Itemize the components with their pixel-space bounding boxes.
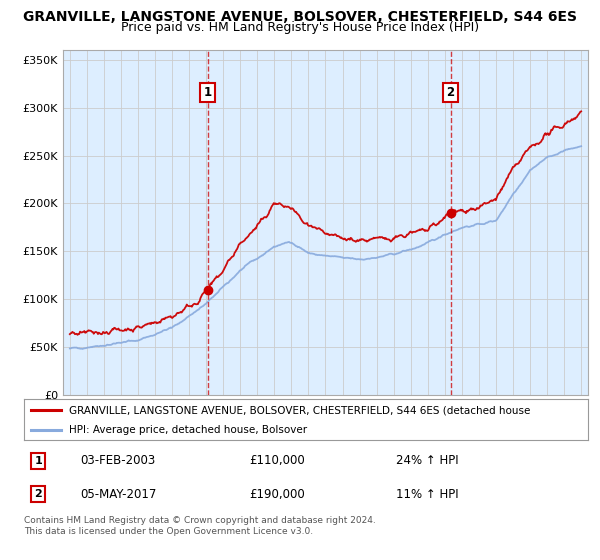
Text: Contains HM Land Registry data © Crown copyright and database right 2024.
This d: Contains HM Land Registry data © Crown c… — [24, 516, 376, 536]
Text: GRANVILLE, LANGSTONE AVENUE, BOLSOVER, CHESTERFIELD, S44 6ES (detached house: GRANVILLE, LANGSTONE AVENUE, BOLSOVER, C… — [69, 405, 530, 415]
Text: 05-MAY-2017: 05-MAY-2017 — [80, 488, 157, 501]
Text: 2: 2 — [34, 489, 42, 499]
Text: GRANVILLE, LANGSTONE AVENUE, BOLSOVER, CHESTERFIELD, S44 6ES: GRANVILLE, LANGSTONE AVENUE, BOLSOVER, C… — [23, 10, 577, 24]
Text: HPI: Average price, detached house, Bolsover: HPI: Average price, detached house, Bols… — [69, 424, 307, 435]
Text: 1: 1 — [203, 86, 212, 99]
Text: 03-FEB-2003: 03-FEB-2003 — [80, 454, 155, 467]
Text: 2: 2 — [446, 86, 455, 99]
Text: 11% ↑ HPI: 11% ↑ HPI — [396, 488, 459, 501]
Text: 1: 1 — [34, 456, 42, 466]
Text: 24% ↑ HPI: 24% ↑ HPI — [396, 454, 459, 467]
Text: Price paid vs. HM Land Registry's House Price Index (HPI): Price paid vs. HM Land Registry's House … — [121, 21, 479, 34]
Text: £110,000: £110,000 — [250, 454, 305, 467]
Text: £190,000: £190,000 — [250, 488, 305, 501]
